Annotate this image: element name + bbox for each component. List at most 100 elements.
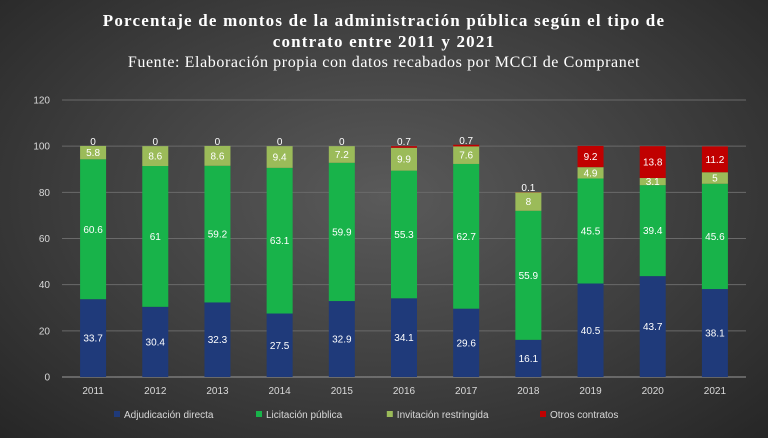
bar-segment [453, 308, 480, 377]
bar-segment [701, 146, 728, 173]
bar-segment [328, 146, 355, 163]
chart-title-block: Porcentaje de montos de la administració… [0, 10, 768, 73]
data-label: 61 [150, 232, 162, 243]
data-label: 59.2 [208, 230, 228, 241]
data-label: 9.9 [397, 155, 411, 166]
bar-segment [266, 146, 293, 168]
bar-segment [391, 170, 417, 299]
data-label: 11.2 [706, 155, 725, 166]
x-tick-label: 2011 [82, 386, 104, 397]
data-label: 5 [712, 174, 718, 185]
y-tick-label: 20 [39, 326, 51, 337]
y-tick-label: 0 [44, 373, 50, 384]
x-tick-label: 2019 [579, 386, 602, 397]
legend-swatch [114, 411, 120, 417]
bar-segment [515, 339, 542, 377]
data-label: 8.6 [148, 152, 162, 163]
bar-segment [701, 289, 728, 377]
data-label: 16.1 [519, 354, 539, 365]
legend-swatch [256, 411, 262, 417]
data-label: 55.9 [519, 271, 539, 282]
x-tick-label: 2014 [269, 386, 292, 397]
x-tick-label: 2018 [517, 386, 540, 397]
y-tick-label: 60 [39, 234, 51, 245]
data-label: 39.4 [643, 226, 663, 237]
bar-segment [142, 146, 169, 167]
data-label: 62.7 [456, 232, 476, 243]
y-tick-label: 40 [39, 280, 51, 291]
data-label: 0.7 [397, 137, 411, 148]
bar-segment [453, 146, 480, 164]
data-label: 3.1 [646, 177, 660, 188]
data-label: 45.5 [581, 226, 601, 237]
data-label: 5.8 [86, 148, 100, 159]
data-label: 0.7 [459, 136, 473, 147]
x-tick-label: 2016 [393, 386, 416, 397]
bar-segment [577, 167, 604, 179]
bar-segment [266, 167, 293, 314]
data-label: 13.8 [643, 158, 663, 169]
data-label: 0 [215, 137, 221, 148]
chart-title-line-1: Porcentaje de montos de la administració… [102, 11, 666, 30]
chart-title-line-2: contrato entre 2011 y 2021 [272, 32, 496, 51]
bar-segment [391, 146, 417, 148]
data-label: 59.9 [332, 227, 352, 238]
legend-label: Invitación restringida [397, 410, 489, 421]
y-tick-label: 120 [33, 96, 50, 107]
y-tick-label: 100 [33, 142, 50, 153]
data-label: 8.6 [211, 151, 225, 162]
bar-segment [204, 165, 231, 303]
legend-label: Licitación pública [266, 410, 343, 421]
data-label: 29.6 [456, 338, 476, 349]
bar-segment [142, 166, 169, 307]
bar-segment [80, 299, 107, 377]
data-label: 7.2 [335, 150, 349, 161]
data-label: 45.6 [705, 232, 725, 243]
y-tick-label: 80 [39, 188, 51, 199]
data-label: 60.6 [83, 225, 103, 236]
data-label: 0 [90, 137, 96, 148]
bar-segment [204, 145, 231, 166]
legend-label: Otros contratos [550, 410, 618, 421]
x-tick-label: 2013 [206, 386, 229, 397]
data-label: 9.4 [273, 153, 287, 164]
data-label: 63.1 [270, 236, 290, 247]
bar-segment [453, 163, 480, 309]
data-label: 38.1 [705, 329, 725, 340]
data-label: 34.1 [394, 333, 414, 344]
bar-segment [577, 178, 604, 284]
data-label: 0 [277, 137, 283, 148]
data-label: 7.6 [459, 151, 473, 162]
legend-label: Adjudicación directa [124, 410, 214, 421]
data-label: 0.1 [521, 183, 535, 194]
bar-segment [80, 145, 107, 160]
bar-segment [391, 147, 417, 171]
x-tick-label: 2017 [455, 386, 478, 397]
data-label: 0 [339, 137, 345, 148]
bar-segment [515, 210, 542, 340]
data-label: 40.5 [581, 326, 601, 337]
bar-segment [80, 159, 107, 300]
data-label: 9.2 [584, 152, 598, 163]
bar-segment [142, 306, 169, 377]
data-label: 43.7 [643, 322, 663, 333]
bar-segment [328, 301, 355, 377]
data-label: 27.5 [270, 341, 290, 352]
bar-segment [328, 162, 355, 302]
x-tick-label: 2020 [642, 386, 665, 397]
bar-segment [266, 313, 293, 377]
x-tick-label: 2021 [704, 386, 727, 397]
legend-swatch [540, 411, 546, 417]
data-label: 30.4 [146, 337, 166, 348]
bar-segment [639, 178, 666, 186]
data-label: 33.7 [83, 334, 103, 345]
bar-segment [391, 298, 417, 377]
bar-segment [204, 302, 231, 377]
bar-segment [639, 185, 666, 277]
legend-swatch [386, 411, 393, 417]
data-label: 32.9 [332, 335, 352, 346]
bar-segment [701, 183, 728, 290]
bar-segment [515, 192, 542, 211]
data-label: 0 [152, 137, 158, 148]
